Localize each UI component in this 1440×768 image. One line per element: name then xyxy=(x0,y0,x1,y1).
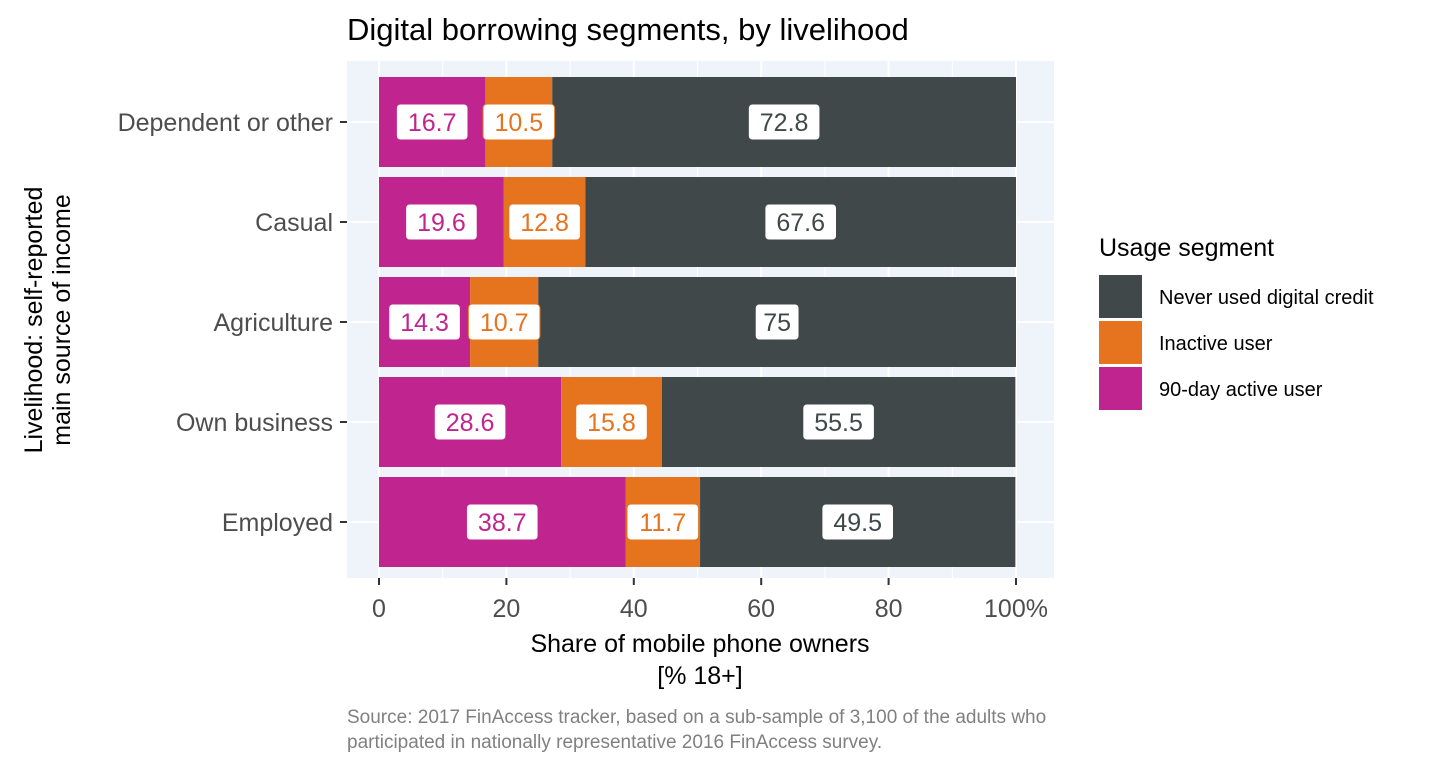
caption-line1: Source: 2017 FinAccess tracker, based on… xyxy=(347,707,1046,728)
data-label-box xyxy=(508,203,581,241)
x-axis-title-line1: Share of mobile phone owners xyxy=(530,630,869,658)
caption-line2: participated in nationally representativ… xyxy=(347,732,882,753)
data-label: 55.5 xyxy=(814,409,863,437)
data-label: 38.7 xyxy=(478,509,527,537)
data-label: 14.3 xyxy=(400,309,449,337)
x-axis: 0 20 40 60 80 100% xyxy=(372,578,1048,623)
y-tick-label: Casual xyxy=(255,209,333,237)
data-label-box xyxy=(395,103,469,141)
data-label-box xyxy=(754,303,800,341)
x-tick-label: 0 xyxy=(372,595,386,623)
data-label: 49.5 xyxy=(833,509,882,537)
legend: Usage segment Never used digital credit I… xyxy=(1099,234,1374,410)
y-tick-label: Agriculture xyxy=(214,309,334,337)
x-tick-label: 60 xyxy=(747,595,775,623)
x-axis-title-line2: [% 18+] xyxy=(657,662,742,690)
x-tick-label: 80 xyxy=(875,595,903,623)
data-label: 67.6 xyxy=(776,209,825,237)
data-label-box xyxy=(821,503,895,541)
data-label-box xyxy=(388,303,461,341)
legend-label: Inactive user xyxy=(1159,333,1273,355)
data-label-box xyxy=(802,403,875,441)
legend-label: Never used digital credit xyxy=(1159,287,1374,309)
y-axis-title: Livelihood: self-reported main source of… xyxy=(20,187,76,454)
y-axis-title-line2: main source of income xyxy=(48,194,76,446)
data-label: 15.8 xyxy=(587,409,636,437)
data-label: 10.5 xyxy=(494,109,543,137)
data-label-box xyxy=(575,403,648,441)
legend-label: 90-day active user xyxy=(1159,379,1323,401)
x-tick-label: 100% xyxy=(984,595,1048,623)
data-label: 28.6 xyxy=(446,409,495,437)
y-tick-label: Own business xyxy=(176,409,333,437)
data-label-box xyxy=(482,103,556,141)
data-label: 10.7 xyxy=(480,309,529,337)
y-axis-title-line1: Livelihood: self-reported xyxy=(20,187,48,454)
y-axis: Dependent or other Casual Agriculture Own b… xyxy=(118,109,347,537)
data-label-box xyxy=(433,403,507,441)
data-label-box xyxy=(467,303,541,341)
x-tick-label: 40 xyxy=(620,595,648,623)
data-labels: 16.7 10.5 72.8 19.6 12.8 67.6 14.3 10.7 75 28.6 15… xyxy=(388,103,895,541)
data-label-box xyxy=(764,203,837,241)
data-label: 12.8 xyxy=(520,209,569,237)
legend-swatch xyxy=(1099,321,1142,364)
data-label-box xyxy=(465,503,539,541)
y-tick-label: Dependent or other xyxy=(118,109,333,137)
data-label: 75 xyxy=(763,309,791,337)
legend-swatch xyxy=(1099,275,1142,318)
legend-title: Usage segment xyxy=(1099,234,1274,262)
data-label-box xyxy=(626,503,700,541)
data-label: 72.8 xyxy=(760,109,809,137)
legend-swatch xyxy=(1099,367,1142,410)
y-tick-label: Employed xyxy=(222,509,333,537)
data-label: 19.6 xyxy=(417,209,466,237)
data-label: 11.7 xyxy=(639,509,686,537)
x-tick-label: 20 xyxy=(492,595,520,623)
data-label-box xyxy=(747,103,821,141)
chart-title: Digital borrowing segments, by livelihoo… xyxy=(347,12,909,47)
data-label-box xyxy=(405,203,478,241)
data-label: 16.7 xyxy=(408,109,457,137)
